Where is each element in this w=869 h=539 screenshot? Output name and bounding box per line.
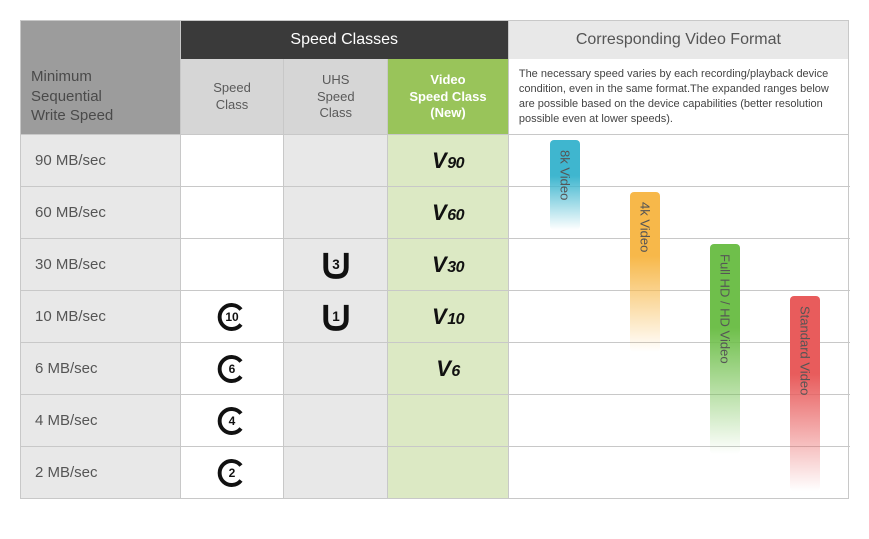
speed-cell: 4 MB/sec [21,395,181,446]
header-top-row: Speed Classes Corresponding Video Format [21,21,848,59]
video-speed-class-icon: V90 [432,148,464,174]
speed-class-cell [181,239,285,290]
right-cell [509,187,848,238]
svg-text:10: 10 [225,310,239,324]
video-speed-class-icon: V30 [432,252,464,278]
uhs-cell [284,447,388,498]
table-row: 90 MB/sec V90 [21,134,848,186]
speed-class-icon: 4 [217,406,247,436]
video-speed-class-icon: V6 [436,356,460,382]
svg-text:2: 2 [229,466,236,480]
table-row: 2 MB/sec 2 [21,446,848,498]
header-uhs: UHS Speed Class [284,59,388,134]
header-video-format: Corresponding Video Format [509,21,848,59]
right-cell [509,447,848,498]
vsc-cell: V6 [388,343,509,394]
uhs-speed-class-icon: 1 [320,301,352,333]
speed-cell: 90 MB/sec [21,135,181,186]
table-row: 6 MB/sec 6 V6 [21,342,848,394]
svg-text:4: 4 [229,414,236,428]
header-speed-classes: Speed Classes [181,21,509,59]
uhs-cell [284,187,388,238]
speed-class-cell [181,135,285,186]
uhs-speed-class-icon: 3 [320,249,352,281]
speed-class-cell: 4 [181,395,285,446]
speed-cell: 10 MB/sec [21,291,181,342]
header-sub-row: Minimum Sequential Write Speed Speed Cla… [21,59,848,134]
right-cell [509,291,848,342]
header-blank-left [21,21,181,59]
speed-cell: 30 MB/sec [21,239,181,290]
desc-text: The necessary speed varies by each recor… [519,68,829,125]
table-row: 4 MB/sec 4 [21,394,848,446]
header-desc: The necessary speed varies by each recor… [509,59,848,134]
uhs-cell [284,135,388,186]
vsc-cell [388,395,509,446]
speed-class-cell: 6 [181,343,285,394]
body-area: 90 MB/sec V90 60 MB/sec V60 30 MB/sec 3 … [21,134,848,498]
vsc-text: Video Speed Class (New) [409,72,486,121]
min-seq-text: Minimum Sequential Write Speed [31,67,113,126]
speed-class-cell [181,187,285,238]
speed-class-text: Speed Class [213,80,251,113]
vsc-cell: V10 [388,291,509,342]
svg-text:6: 6 [229,362,236,376]
speed-cell: 60 MB/sec [21,187,181,238]
right-cell [509,135,848,186]
svg-text:3: 3 [332,257,339,272]
header-vsc: Video Speed Class (New) [388,59,509,134]
uhs-text: UHS Speed Class [317,72,355,121]
table-row: 60 MB/sec V60 [21,186,848,238]
right-cell [509,395,848,446]
uhs-cell [284,343,388,394]
header-min-seq: Minimum Sequential Write Speed [21,59,181,134]
video-speed-class-icon: V60 [432,200,464,226]
speed-cell: 6 MB/sec [21,343,181,394]
right-cell [509,343,848,394]
table-row: 30 MB/sec 3 V30 [21,238,848,290]
vsc-cell: V30 [388,239,509,290]
speed-class-icon: 2 [217,458,247,488]
uhs-cell: 1 [284,291,388,342]
speed-class-icon: 10 [217,302,247,332]
speed-class-cell: 10 [181,291,285,342]
vsc-cell [388,447,509,498]
table-row: 10 MB/sec 10 1 V10 [21,290,848,342]
speed-class-cell: 2 [181,447,285,498]
uhs-cell [284,395,388,446]
uhs-cell: 3 [284,239,388,290]
svg-text:1: 1 [332,309,340,324]
speed-cell: 2 MB/sec [21,447,181,498]
speed-class-icon: 6 [217,354,247,384]
right-cell [509,239,848,290]
vsc-cell: V60 [388,187,509,238]
vsc-cell: V90 [388,135,509,186]
header-speed-class: Speed Class [181,59,285,134]
speed-class-chart: Speed Classes Corresponding Video Format… [20,20,849,499]
video-speed-class-icon: V10 [432,304,464,330]
